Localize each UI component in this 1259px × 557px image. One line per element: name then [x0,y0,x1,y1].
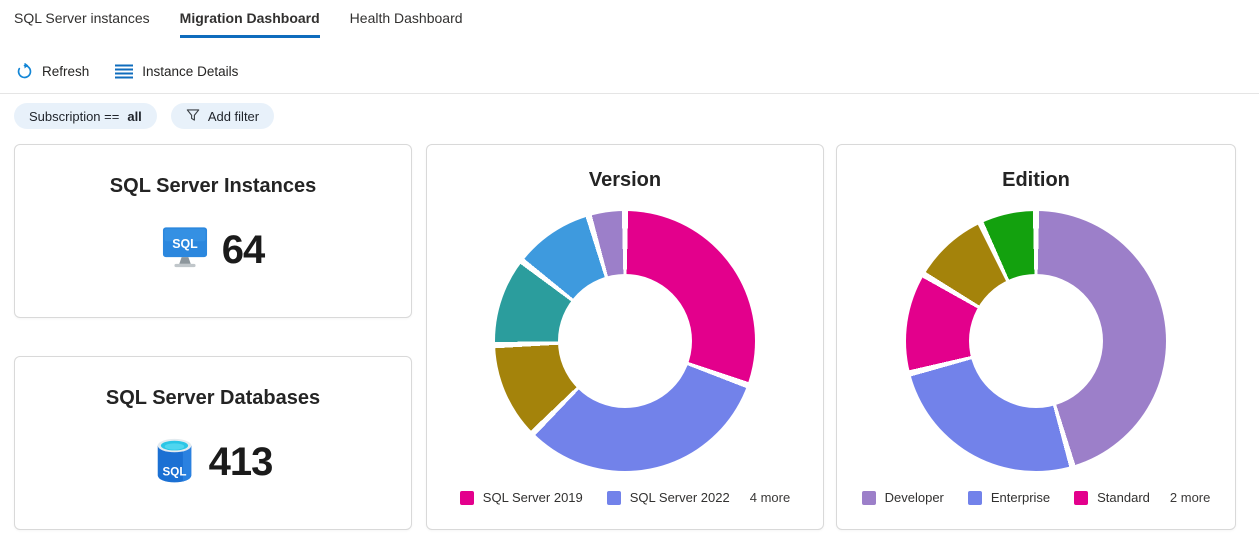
add-filter-label: Add filter [207,108,260,124]
databases-count-value: 413 [208,440,274,484]
legend-swatch-sql-server-2022 [606,490,621,505]
tab-health-dashboard[interactable]: Health Dashboard [349,10,463,26]
legend-swatch-sql-server-2019 [459,490,474,505]
legend-item-standard: Standard [1074,490,1150,505]
legend-item-developer: Developer [861,490,944,505]
filter-pill-subscription-text: Subscription == [29,108,120,124]
toolbar-divider [0,93,1259,94]
legend-item-enterprise: Enterprise [967,490,1051,505]
edition-donut-hole [969,274,1103,408]
edition-chart-title: Edition [1002,169,1070,191]
svg-text:SQL: SQL [172,237,198,251]
filter-pill-subscription-value: all [127,108,142,124]
version-legend: SQL Server 2019 SQL Server 2022 4 more [459,490,791,505]
instance-details-label: Instance Details [142,64,239,79]
instances-count-value: 64 [221,228,265,272]
databases-card-title: SQL Server Databases [105,387,321,409]
version-chart-title: Version [588,169,662,191]
version-legend-overflow: 4 more [749,490,791,505]
legend-label-standard: Standard [1097,490,1150,505]
tab-sql-server-instances[interactable]: SQL Server instances [14,10,150,26]
sql-server-databases-card: SQL Server Databases SQL 413 [14,356,412,530]
edition-legend: Developer Enterprise Standard 2 more [861,490,1211,505]
legend-label-sql-server-2019: SQL Server 2019 [482,490,583,505]
legend-label-sql-server-2022: SQL Server 2022 [629,490,730,505]
databases-stat-row: SQL 413 [154,410,273,529]
toolbar: Refresh Instance Details [16,63,238,80]
legend-label-developer: Developer [884,490,944,505]
svg-text:SQL: SQL [162,465,186,478]
instance-details-button[interactable]: Instance Details [115,64,238,79]
version-donut-hole [558,274,692,408]
add-filter-button[interactable]: Add filter [170,103,275,129]
version-donut-chart[interactable] [495,211,755,471]
sql-database-icon: SQL [154,438,195,488]
instances-stat-row: SQL 64 [162,198,265,317]
legend-swatch-developer [861,490,876,505]
version-chart-card: Version SQL Server 2019 SQL Server 2022 … [426,144,824,530]
tab-migration-dashboard[interactable]: Migration Dashboard [179,10,320,38]
sql-server-vm-icon: SQL [162,226,208,275]
filter-funnel-icon [186,108,200,125]
edition-donut-chart[interactable] [906,211,1166,471]
filter-bar: Subscription == all Add filter [14,103,275,129]
instances-card-title: SQL Server Instances [109,175,317,197]
instance-details-icon [115,64,134,79]
refresh-label: Refresh [42,64,90,79]
legend-swatch-standard [1074,490,1089,505]
edition-chart-card: Edition Developer Enterprise Standard 2 … [836,144,1236,530]
version-donut-wrap [495,192,755,490]
sql-server-instances-card: SQL Server Instances SQL 64 [14,144,412,318]
legend-item-sql-server-2019: SQL Server 2019 [459,490,583,505]
tab-bar: SQL Server instances Migration Dashboard… [14,10,463,38]
filter-pill-subscription[interactable]: Subscription == all [14,103,157,129]
legend-label-enterprise: Enterprise [990,490,1051,505]
legend-swatch-enterprise [967,490,982,505]
edition-legend-overflow: 2 more [1169,490,1211,505]
refresh-button[interactable]: Refresh [16,63,89,80]
legend-item-sql-server-2022: SQL Server 2022 [606,490,730,505]
refresh-icon [16,63,33,80]
edition-donut-wrap [906,192,1166,490]
